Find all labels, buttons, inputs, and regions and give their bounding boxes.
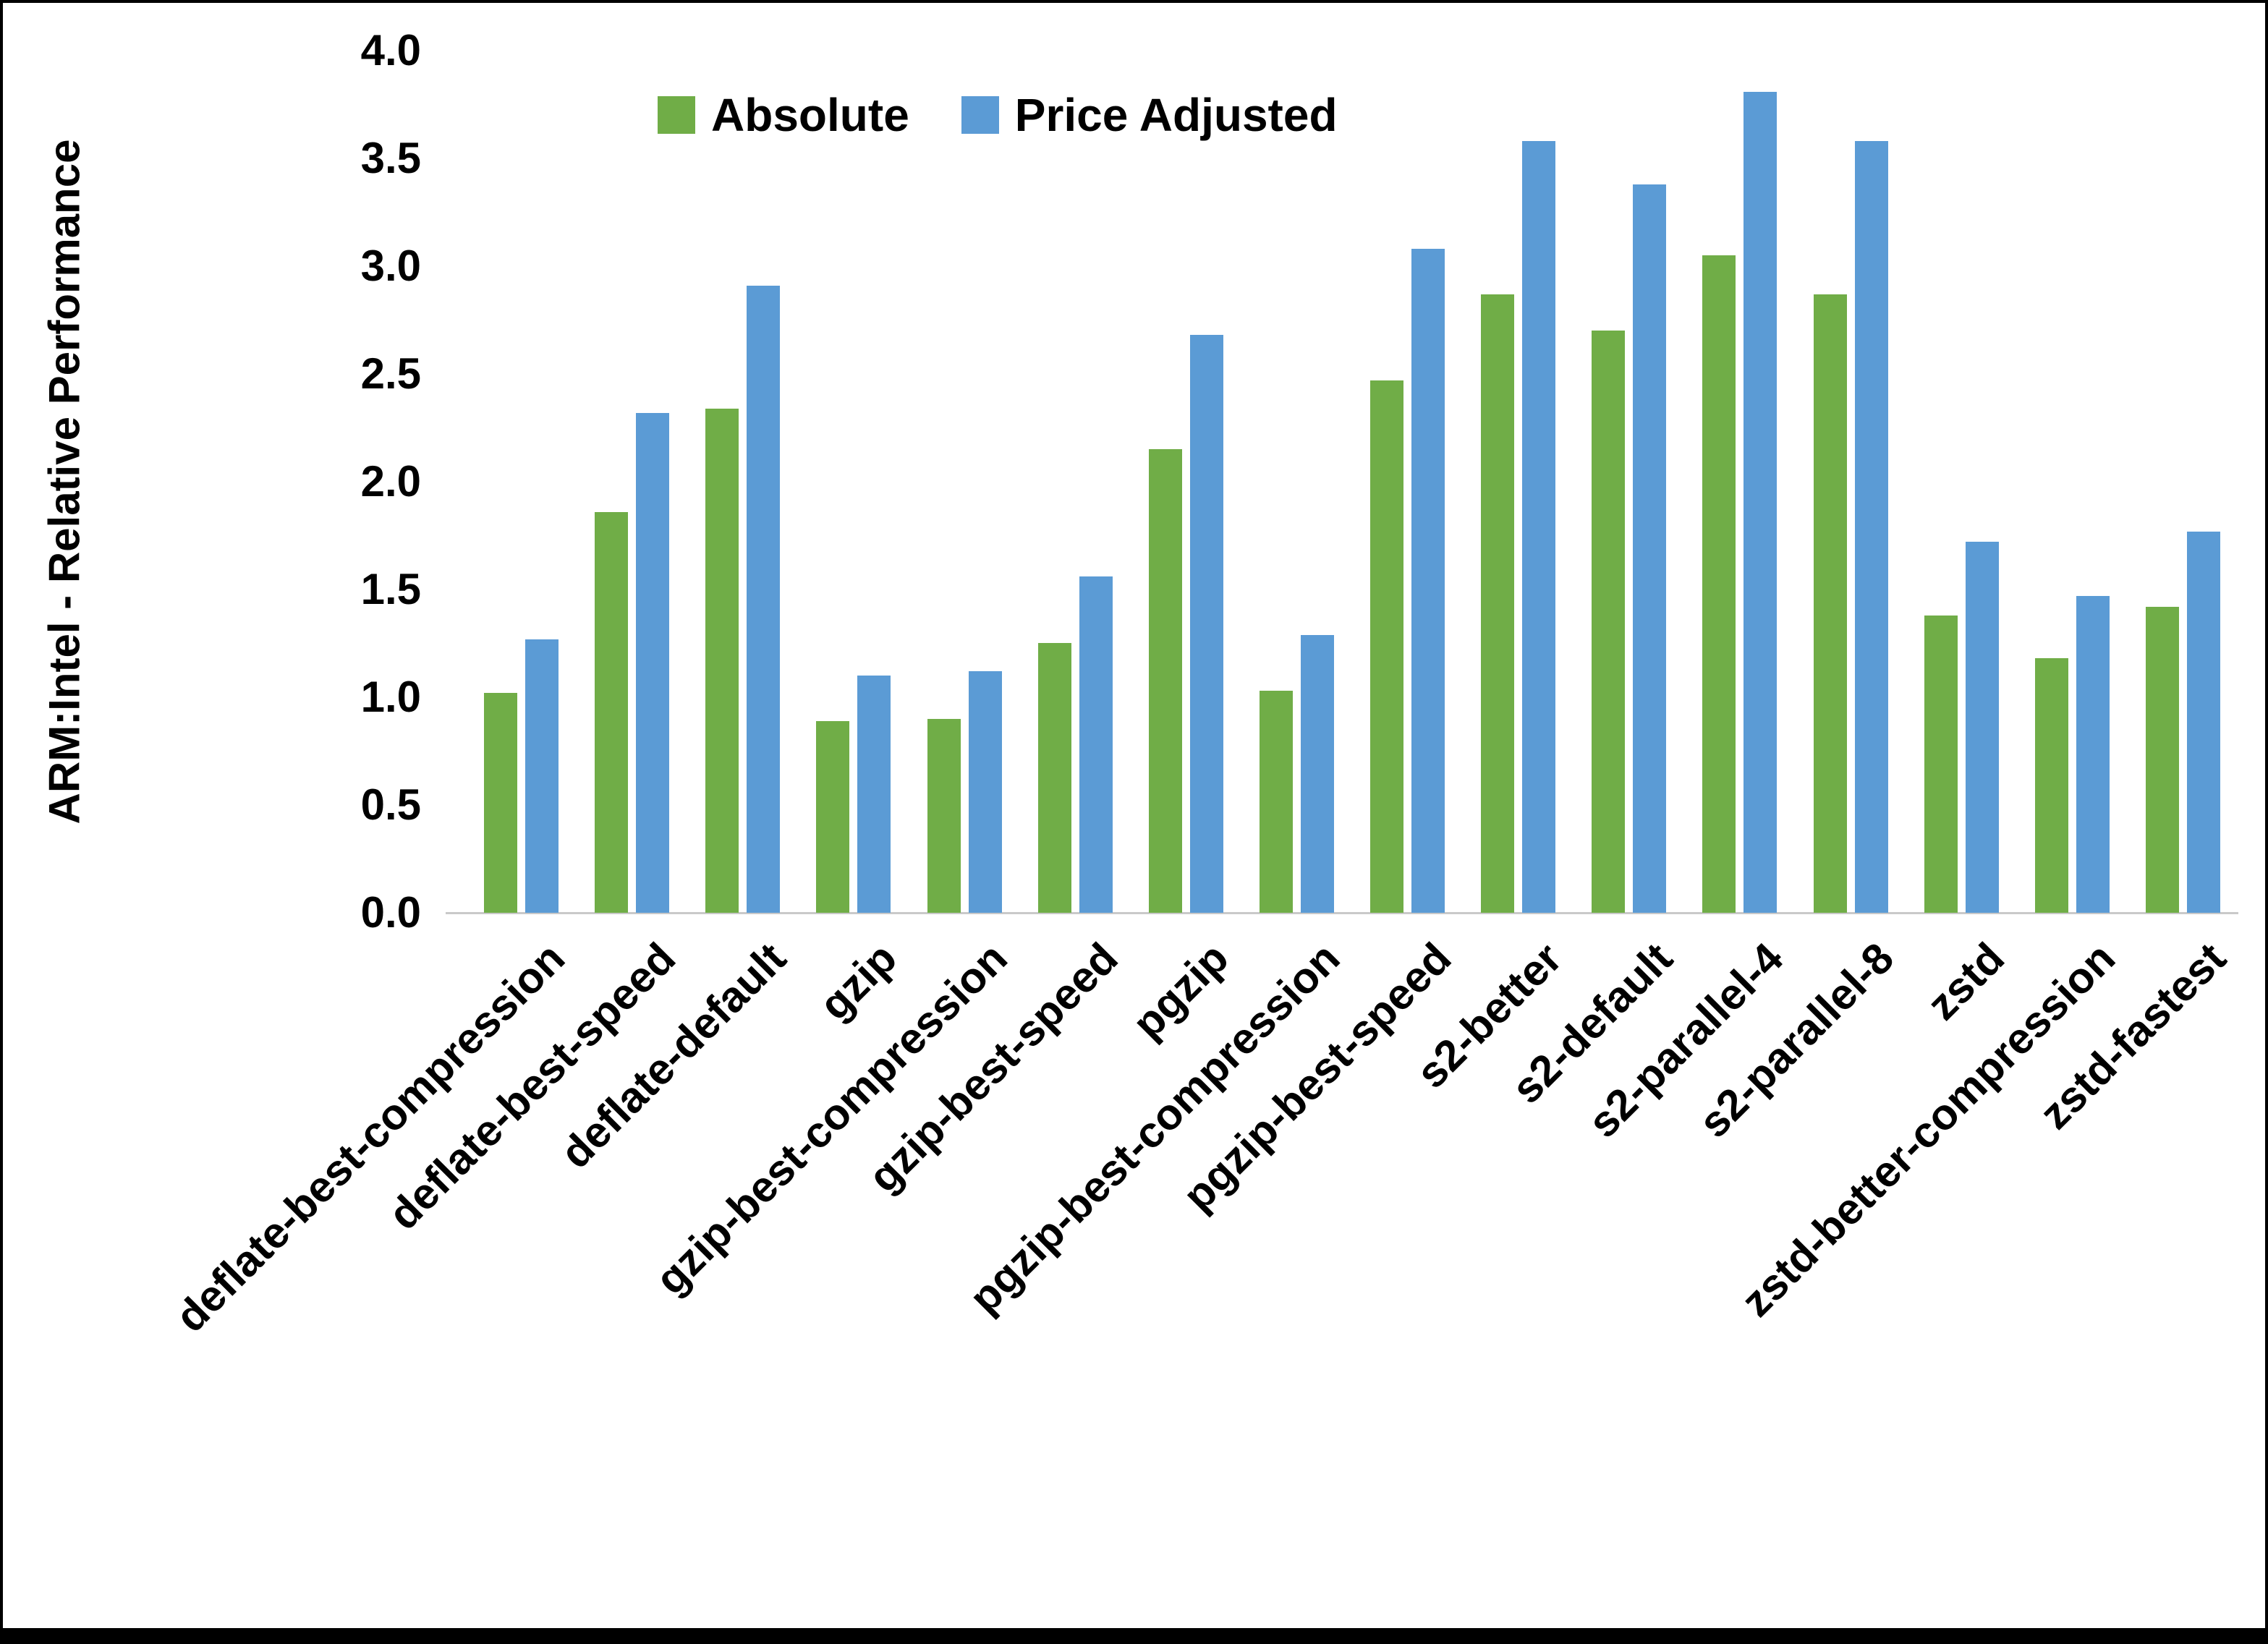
bar-price-adjusted-s2-better	[1522, 141, 1555, 913]
bar-absolute-gzip-best-compression	[927, 719, 961, 913]
x-axis-label-gzip: gzip	[810, 933, 906, 1029]
bar-absolute-pgzip	[1149, 449, 1182, 913]
bar-absolute-s2-better	[1481, 294, 1514, 913]
x-axis-label-pgzip-best-compression: pgzip-best-compression	[959, 933, 1349, 1323]
legend: Absolute Price Adjusted	[658, 88, 1338, 142]
bar-price-adjusted-gzip-best-compression	[969, 671, 1002, 913]
x-axis-label-s2-parallel-4: s2-parallel-4	[1579, 933, 1793, 1147]
bar-absolute-s2-parallel-4	[1702, 255, 1736, 913]
bottom-border-bar	[3, 1628, 2265, 1641]
bar-price-adjusted-zstd-fastest	[2187, 532, 2220, 913]
legend-item-absolute: Absolute	[658, 88, 909, 142]
x-axis-label-s2-parallel-8: s2-parallel-8	[1689, 933, 1903, 1147]
bar-price-adjusted-s2-default	[1633, 184, 1666, 913]
x-axis-label-deflate-default: deflate-default	[551, 933, 796, 1178]
bar-price-adjusted-deflate-default	[747, 286, 780, 913]
bar-absolute-pgzip-best-compression	[1260, 691, 1293, 913]
legend-swatch-absolute-icon	[658, 96, 695, 134]
x-axis-label-zstd-better-compression: zstd-better-compression	[1731, 933, 2125, 1326]
bar-price-adjusted-pgzip-best-compression	[1301, 635, 1334, 913]
x-axis-label-zstd-fastest: zstd-fastest	[2029, 933, 2235, 1138]
y-axis-tick-labels: 0.0 0.5 1.0 1.5 2.0 2.5 3.0 3.5 4.0	[3, 26, 421, 937]
bar-price-adjusted-pgzip-best-speed	[1411, 249, 1445, 913]
x-axis-label-s2-better: s2-better	[1406, 933, 1571, 1098]
legend-label-absolute: Absolute	[711, 89, 909, 141]
x-axis-label-pgzip-best-speed: pgzip-best-speed	[1173, 933, 1461, 1220]
y-tick-label-1.0: 1.0	[360, 673, 421, 721]
bar-absolute-pgzip-best-speed	[1370, 380, 1403, 913]
legend-swatch-price-adjusted-icon	[961, 96, 999, 134]
bar-price-adjusted-gzip	[857, 676, 891, 913]
x-axis-label-s2-default: s2-default	[1502, 933, 1682, 1113]
plot-area	[446, 51, 2238, 914]
y-tick-label-2.5: 2.5	[360, 349, 421, 398]
bar-price-adjusted-gzip-best-speed	[1079, 576, 1113, 913]
bar-absolute-gzip	[816, 721, 849, 913]
x-axis-label-pgzip: pgzip	[1123, 933, 1239, 1048]
bar-absolute-s2-parallel-8	[1814, 294, 1847, 913]
legend-label-price-adjusted: Price Adjusted	[1014, 89, 1338, 141]
y-tick-label-1.5: 1.5	[360, 565, 421, 613]
y-tick-label-3.0: 3.0	[360, 242, 421, 290]
legend-item-price-adjusted: Price Adjusted	[961, 88, 1338, 142]
bar-absolute-gzip-best-speed	[1038, 643, 1071, 913]
x-axis-label-gzip-best-compression: gzip-best-compression	[646, 933, 1017, 1304]
y-tick-label-3.5: 3.5	[360, 134, 421, 182]
bar-price-adjusted-zstd-better-compression	[2076, 596, 2110, 913]
bar-price-adjusted-pgzip	[1190, 335, 1223, 913]
y-tick-label-0.0: 0.0	[360, 888, 421, 937]
bar-price-adjusted-deflate-best-speed	[636, 413, 669, 913]
y-tick-label-2.0: 2.0	[360, 457, 421, 506]
bar-absolute-zstd-better-compression	[2035, 658, 2068, 913]
bar-absolute-deflate-best-compression	[484, 693, 517, 913]
x-axis-label-deflate-best-speed: deflate-best-speed	[378, 933, 685, 1239]
x-axis-line	[446, 912, 2238, 914]
bar-price-adjusted-zstd	[1966, 542, 1999, 913]
bar-absolute-deflate-best-speed	[595, 512, 628, 913]
bar-absolute-deflate-default	[705, 409, 739, 913]
bar-price-adjusted-s2-parallel-8	[1855, 141, 1888, 913]
x-axis-label-gzip-best-speed: gzip-best-speed	[859, 933, 1128, 1202]
y-tick-label-0.5: 0.5	[360, 780, 421, 829]
bar-absolute-zstd-fastest	[2146, 607, 2179, 913]
bar-price-adjusted-s2-parallel-4	[1744, 92, 1777, 913]
y-tick-label-4.0: 4.0	[360, 26, 421, 74]
bar-absolute-zstd	[1924, 616, 1958, 913]
x-axis-label-zstd: zstd	[1917, 933, 2014, 1029]
bar-price-adjusted-deflate-best-compression	[525, 639, 558, 913]
x-axis-label-deflate-best-compression: deflate-best-compression	[166, 933, 574, 1342]
bar-absolute-s2-default	[1592, 331, 1625, 913]
